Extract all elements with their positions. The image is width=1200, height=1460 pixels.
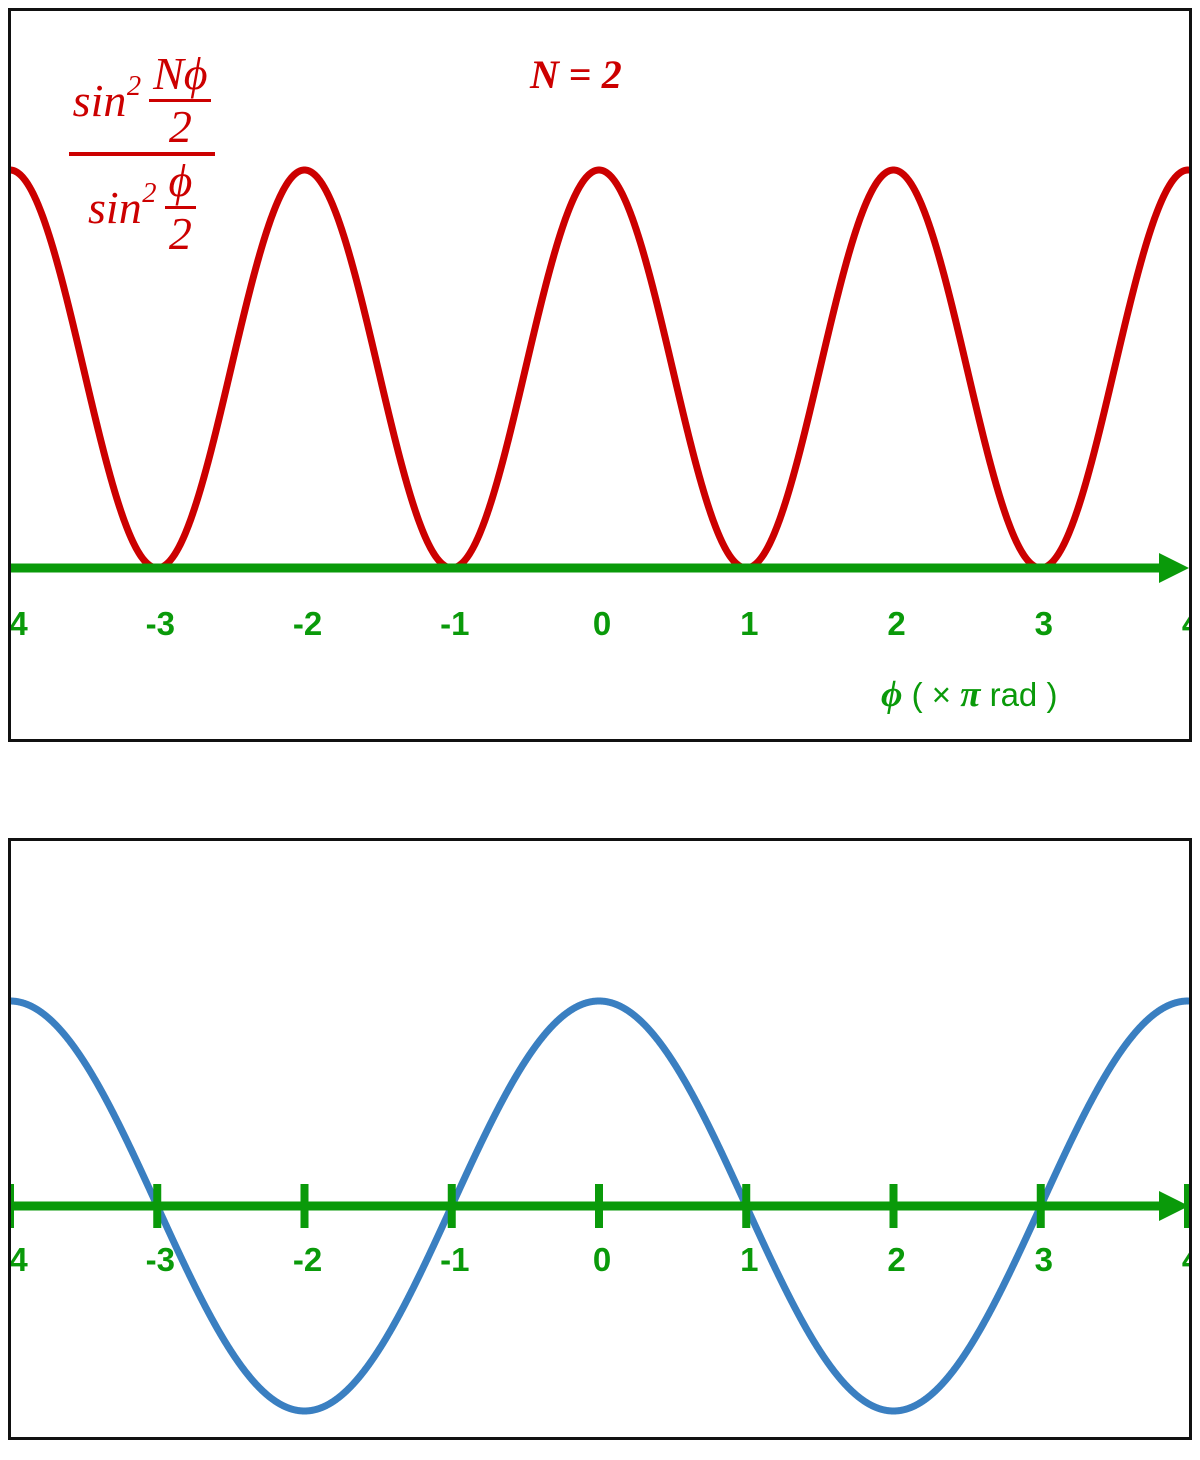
top-formula: sin 2 Nϕ 2 sin 2 ϕ 2 [69, 51, 215, 257]
top-n-value: 2 [601, 52, 622, 97]
tick-label-neg4: -4 [9, 1241, 28, 1278]
bottom-plot-panel: sin Nϕ 2 sin ϕ 2 N = 2 [8, 838, 1192, 1440]
top-n-symbol: N [530, 52, 559, 97]
tick-label-3: 3 [1034, 605, 1053, 642]
x-axis-arrowhead [1159, 553, 1189, 583]
x-axis-arrowhead [1159, 1191, 1189, 1221]
top-axis-caption-open: ( [911, 676, 923, 713]
top-formula-num-bottom: 2 [168, 101, 192, 152]
tick-label-4: 4 [1182, 605, 1189, 643]
tick-label-neg1: -1 [440, 605, 470, 642]
tick-label-0: 0 [592, 1241, 612, 1278]
bottom-plot-svg [11, 997, 1189, 1415]
top-axis-caption-unit: rad [989, 676, 1038, 713]
top-axis-caption: ϕ ( × π rad ) [881, 673, 1057, 716]
tick-label-neg3: -3 [145, 605, 175, 642]
top-formula-exponent-denominator: 2 [142, 178, 157, 210]
tick-label-4: 4 [1182, 1241, 1189, 1279]
blue-curve [11, 997, 1189, 1415]
top-axis-caption-pi: π [960, 674, 981, 715]
tick-label-2: 2 [887, 1241, 906, 1278]
bottom-curve-group [11, 997, 1189, 1415]
top-formula-sin-denominator: sin [88, 181, 142, 233]
top-formula-num-top: Nϕ [149, 51, 212, 102]
top-plot-panel: sin 2 Nϕ 2 sin 2 ϕ 2 N = 2 [8, 8, 1192, 742]
bottom-axis-group [11, 1191, 1189, 1221]
top-n-equals: = [568, 52, 592, 97]
tick-label-3: 3 [1034, 1241, 1053, 1278]
top-formula-den-top: ϕ [164, 158, 196, 209]
top-curve-group [11, 166, 1189, 572]
tick-label-neg1: -1 [440, 1241, 470, 1278]
top-formula-sin-numerator: sin [72, 74, 127, 126]
top-n-label: N = 2 [530, 51, 622, 98]
top-axis-caption-close: ) [1046, 676, 1058, 713]
top-axis-caption-phi: ϕ [881, 674, 903, 715]
tick-label-neg2: -2 [292, 605, 323, 642]
top-formula-exponent-numerator: 2 [126, 71, 142, 103]
tick-label-1: 1 [740, 605, 759, 642]
red-curve [11, 166, 1189, 572]
tick-label-neg3: -3 [145, 1241, 175, 1278]
top-formula-den-bottom: 2 [168, 208, 192, 259]
top-axis-group [11, 553, 1189, 583]
top-axis-caption-times: × [931, 676, 952, 713]
tick-label-1: 1 [740, 1241, 759, 1278]
tick-label-neg4: -4 [9, 605, 28, 642]
tick-label-neg2: -2 [292, 1241, 323, 1278]
tick-label-0: 0 [592, 605, 612, 642]
tick-label-2: 2 [887, 605, 906, 642]
top-plot-svg [11, 166, 1189, 583]
